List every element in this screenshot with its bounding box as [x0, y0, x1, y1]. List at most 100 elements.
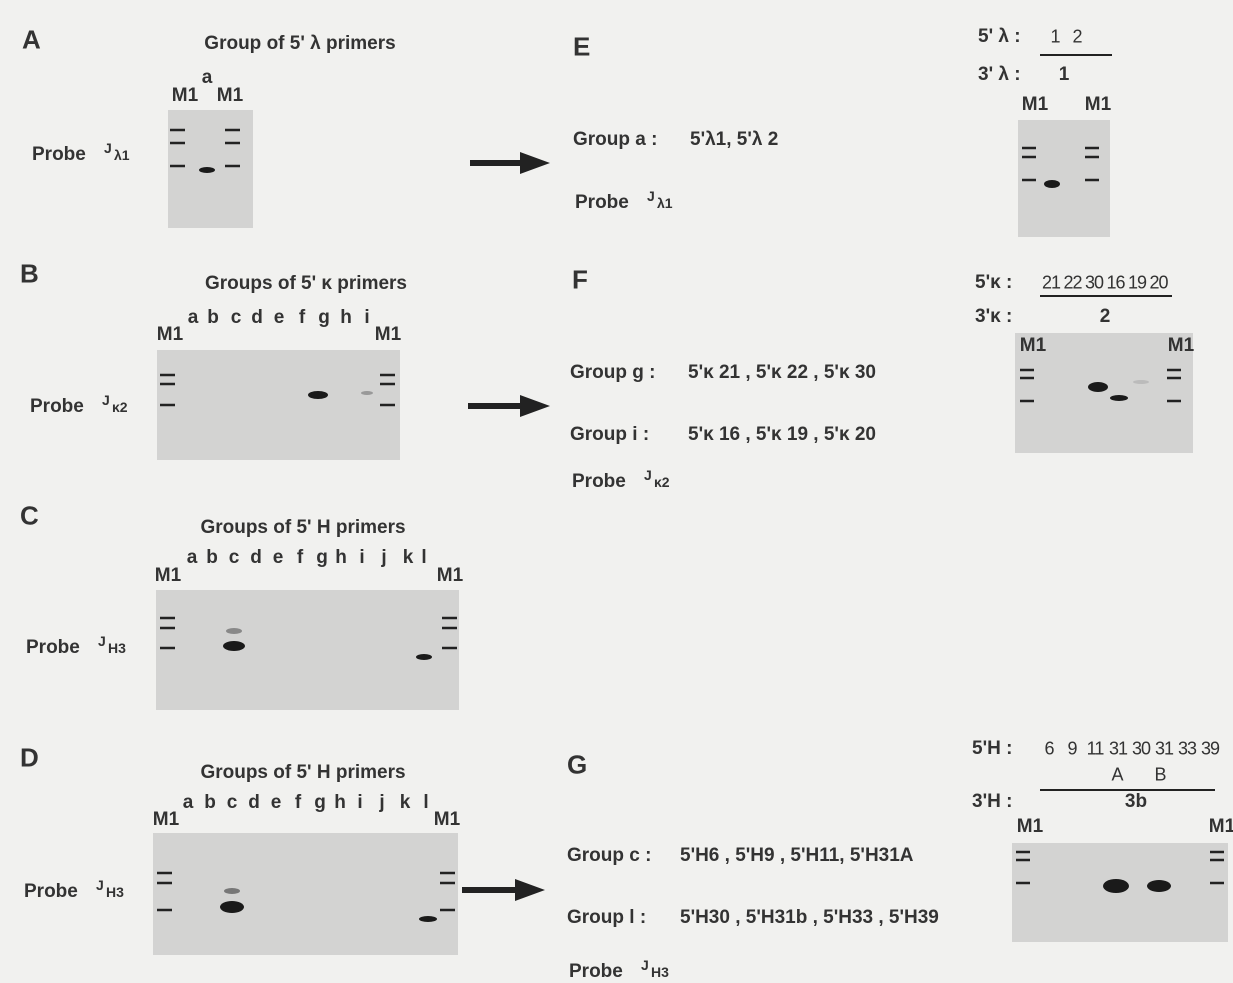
- lane-label: b: [206, 547, 218, 569]
- lane-label: k: [403, 547, 414, 569]
- lane-label: a: [187, 547, 198, 569]
- probe-label: Probe: [32, 144, 86, 166]
- group-name: Group i :: [570, 424, 649, 446]
- probe-j: J: [96, 877, 104, 893]
- primer-3-label: 3'κ :: [975, 306, 1012, 328]
- lane-label: b: [204, 792, 216, 814]
- lane-label: e: [273, 547, 284, 569]
- panel-letter: A: [22, 25, 41, 56]
- lane-number: 39: [1201, 739, 1219, 760]
- lane-label: i: [359, 547, 364, 569]
- panel-letter: C: [20, 501, 39, 532]
- primer-3-label: 3'H :: [972, 791, 1012, 813]
- lane-number: 30: [1132, 739, 1150, 760]
- panel-title: Groups of 5' H primers: [200, 517, 405, 539]
- lane-label: i: [357, 792, 362, 814]
- group-primers: 5'κ 16 , 5'κ 19 , 5'κ 20: [688, 424, 876, 446]
- lane-label: M1: [434, 809, 460, 831]
- group-name: Group l :: [567, 907, 646, 929]
- lane-label: g: [318, 307, 330, 329]
- lane-number: 21: [1042, 273, 1060, 294]
- sublane-label: A: [1111, 765, 1122, 786]
- panel-letter: F: [572, 265, 588, 296]
- probe-label: Probe: [572, 471, 626, 493]
- group-primers: 5'H30 , 5'H31b , 5'H33 , 5'H39: [680, 907, 939, 929]
- group-name: Group g :: [570, 362, 655, 384]
- marker-label: M1: [1209, 816, 1233, 838]
- lane-label: i: [364, 307, 369, 329]
- figure: A Group of 5' λ primers M1 a M1 Probe Jλ1 B Grou…: [0, 0, 1233, 983]
- lane-label: b: [207, 307, 219, 329]
- lane-label: M1: [155, 565, 181, 587]
- group-primers: 5'H6 , 5'H9 , 5'H11, 5'H31A: [680, 845, 914, 867]
- group-name: Group a :: [573, 129, 657, 151]
- marker-label: M1: [1017, 816, 1043, 838]
- lane-number: 30: [1085, 273, 1103, 294]
- lane-label: d: [250, 547, 262, 569]
- probe-subscript: κ2: [112, 399, 128, 415]
- lane-label: f: [295, 792, 301, 814]
- panel-title: Group of 5' λ primers: [204, 33, 395, 55]
- primer-5-label: 5'κ :: [975, 272, 1012, 294]
- lane-label: l: [421, 547, 426, 569]
- lane-label: l: [423, 792, 428, 814]
- lane-label: j: [379, 792, 384, 814]
- probe-subscript: κ2: [654, 474, 670, 490]
- lane-number: 11: [1087, 739, 1104, 760]
- lane-number: 3b: [1125, 791, 1147, 813]
- lane-label: d: [248, 792, 260, 814]
- probe-j: J: [641, 957, 649, 973]
- marker-label: M1: [1022, 94, 1048, 116]
- lane-label: M1: [375, 324, 401, 346]
- marker-label: M1: [1085, 94, 1111, 116]
- panel-letter: B: [20, 259, 39, 290]
- lane-label: e: [271, 792, 282, 814]
- probe-subscript: H3: [106, 884, 124, 900]
- lane-number: 9: [1067, 739, 1076, 760]
- lane-label: M1: [153, 809, 179, 831]
- probe-label: Probe: [575, 192, 629, 214]
- lane-number: 2: [1072, 27, 1081, 48]
- lane-label: M1: [437, 565, 463, 587]
- lane-number: 1: [1050, 27, 1059, 48]
- sublane-label: B: [1154, 765, 1165, 786]
- probe-subscript: H3: [108, 640, 126, 656]
- primer-5-label: 5' λ :: [978, 26, 1021, 48]
- probe-j: J: [644, 467, 652, 483]
- panel-title: Groups of 5' κ primers: [205, 273, 407, 295]
- lane-label: f: [297, 547, 303, 569]
- lane-label: d: [251, 307, 263, 329]
- lane-label: e: [274, 307, 285, 329]
- lane-label: M1: [217, 85, 243, 107]
- probe-j: J: [102, 392, 110, 408]
- marker-label: M1: [1168, 335, 1194, 357]
- lane-number: 2: [1100, 306, 1111, 328]
- probe-subscript: λ1: [114, 147, 130, 163]
- lane-label: M1: [172, 85, 198, 107]
- lane-label: c: [227, 792, 238, 814]
- lane-number: 16: [1106, 273, 1124, 294]
- probe-label: Probe: [26, 637, 80, 659]
- probe-label: Probe: [569, 961, 623, 983]
- marker-label: M1: [1020, 335, 1046, 357]
- lane-label: g: [316, 547, 328, 569]
- lane-number: 22: [1063, 273, 1081, 294]
- arrows: [462, 152, 550, 901]
- lane-label: c: [231, 307, 242, 329]
- group-name: Group c :: [567, 845, 651, 867]
- lane-label: j: [381, 547, 386, 569]
- lane-label: k: [400, 792, 411, 814]
- lane-label: c: [229, 547, 240, 569]
- primer-3-label: 3' λ :: [978, 64, 1021, 86]
- group-primers: 5'κ 21 , 5'κ 22 , 5'κ 30: [688, 362, 876, 384]
- panel-title: Groups of 5' H primers: [200, 762, 405, 784]
- lane-number: 20: [1149, 273, 1167, 294]
- panel-letter: D: [20, 743, 39, 774]
- lane-label: h: [334, 792, 346, 814]
- group-primers: 5'λ1, 5'λ 2: [690, 129, 778, 151]
- lane-number: 31: [1109, 739, 1127, 760]
- lane-label: h: [335, 547, 347, 569]
- lane-number: 1: [1059, 64, 1070, 86]
- panel-letter: E: [573, 32, 590, 63]
- probe-subscript: H3: [651, 964, 669, 980]
